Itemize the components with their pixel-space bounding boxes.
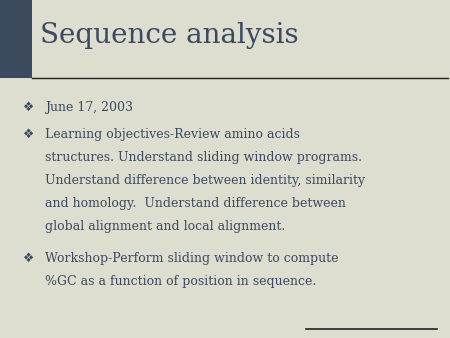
Text: Workshop-Perform sliding window to compute: Workshop-Perform sliding window to compu… [45, 252, 338, 265]
Text: ❖: ❖ [22, 128, 34, 141]
Text: ❖: ❖ [22, 101, 34, 114]
Text: and homology.  Understand difference between: and homology. Understand difference betw… [45, 197, 346, 210]
Text: Learning objectives-Review amino acids: Learning objectives-Review amino acids [45, 128, 300, 141]
Text: Understand difference between identity, similarity: Understand difference between identity, … [45, 174, 365, 187]
Text: June 17, 2003: June 17, 2003 [45, 101, 133, 114]
Bar [0, 0, 32, 78]
Text: global alignment and local alignment.: global alignment and local alignment. [45, 220, 285, 233]
Text: %GC as a function of position in sequence.: %GC as a function of position in sequenc… [45, 275, 316, 288]
Text: Sequence analysis: Sequence analysis [40, 22, 299, 49]
Text: ❖: ❖ [22, 252, 34, 265]
Text: structures. Understand sliding window programs.: structures. Understand sliding window pr… [45, 151, 362, 164]
